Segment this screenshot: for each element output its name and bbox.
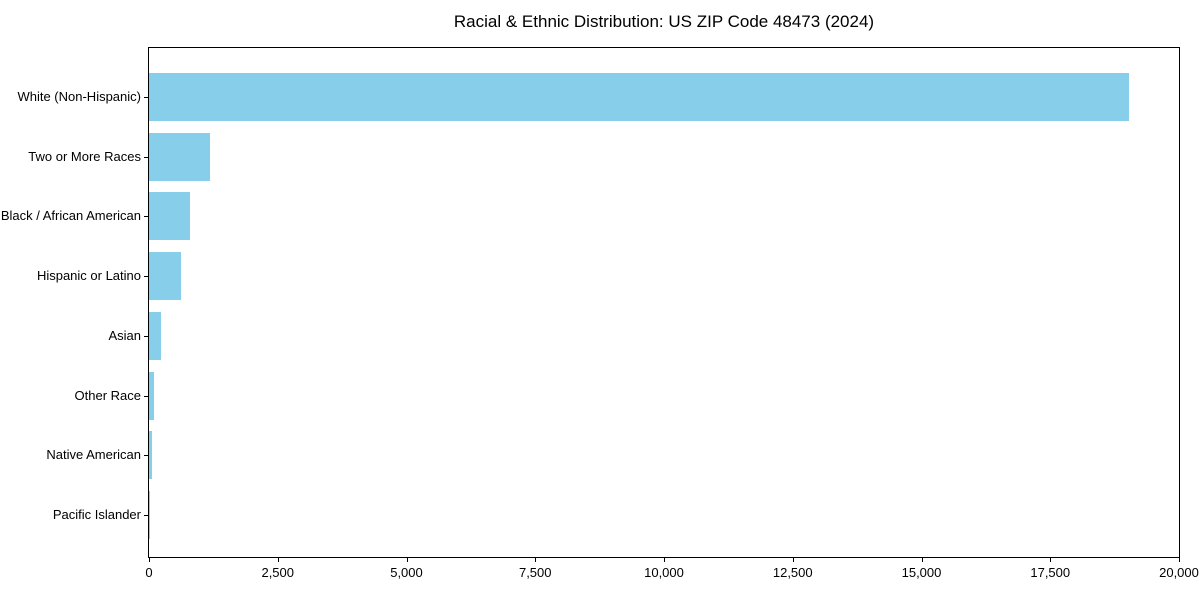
chart-title: Racial & Ethnic Distribution: US ZIP Cod… [453,12,875,31]
x-axis-tick-label: 10,000 [644,565,684,580]
y-axis-label: Hispanic or Latino [36,268,141,284]
bar [149,252,182,301]
x-axis-tick-label: 12,500 [772,565,813,580]
bar [149,72,1130,121]
y-axis-labels: White (Non-Hispanic) Two or More Races Bla… [0,47,141,558]
y-axis-tick [144,455,148,457]
bar [149,371,155,420]
x-axis-tick-label: 15,000 [901,565,942,580]
bar [149,192,191,241]
x-axis-tick [1050,558,1052,562]
x-axis-tick [535,558,537,562]
x-axis-tick-label: 7,500 [518,565,552,580]
bar [149,431,153,480]
x-axis-tick [921,558,923,562]
bar [149,311,162,360]
y-axis-tick [144,515,148,517]
x-axis-tick-label: 2,500 [261,565,295,580]
bar [149,491,150,540]
x-axis-tick-label: 0 [145,565,153,580]
x-axis-tick-label: 5,000 [390,565,423,580]
y-axis-tick [144,395,148,397]
x-axis-tick [792,558,794,562]
x-axis-tick [149,558,150,562]
y-axis-label: Pacific Islander [52,507,141,523]
plot-area [144,47,1180,558]
x-axis-tick [406,558,408,562]
x-axis-tick [277,558,279,562]
y-axis-label: Asian [108,327,141,343]
y-axis-tick [144,335,148,337]
x-axis-tick-label: 20,000 [1159,565,1199,580]
y-axis-tick [144,216,148,218]
x-axis-tick-label: 17,500 [1030,565,1071,580]
x-axis-tick [1179,558,1180,562]
bar [149,132,211,181]
y-axis-label: Two or More Races [28,148,141,164]
x-axis-tick [664,558,665,562]
y-axis-label: Black / African American [0,208,141,224]
y-axis-label: Native American [46,447,141,463]
y-axis-tick [144,96,148,98]
y-axis-tick [144,276,148,278]
y-axis-label: White (Non-Hispanic) [17,88,141,104]
y-axis-tick [144,156,148,158]
y-axis-label: Other Race [74,387,141,403]
